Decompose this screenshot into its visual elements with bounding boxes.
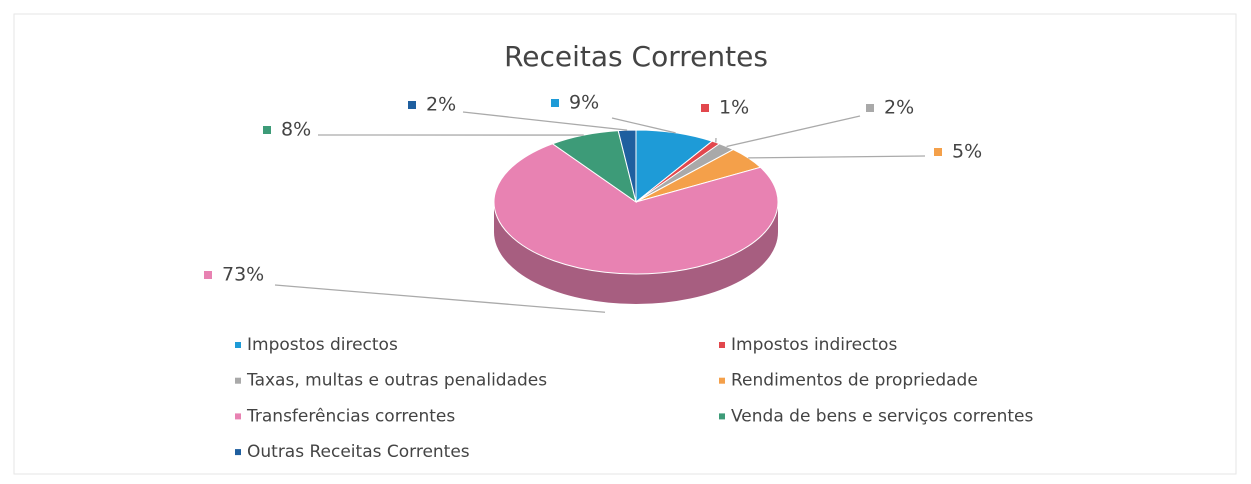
data-label: 8% [281, 119, 311, 141]
leader-line [726, 115, 861, 148]
legend-marker [719, 377, 725, 384]
legend-label: Impostos directos [247, 335, 398, 355]
legend-marker [235, 413, 241, 420]
slice [617, 129, 637, 203]
data-label: 2% [884, 97, 914, 119]
leader-line [748, 155, 926, 159]
data-label: 2% [426, 94, 456, 116]
legend-label: Venda de bens e serviços correntes [731, 406, 1033, 426]
legend-marker [235, 342, 241, 348]
slice-side [494, 202, 778, 304]
label-marker [866, 104, 874, 112]
legend-label: Rendimentos de propriedade [731, 371, 978, 391]
label-marker [408, 101, 416, 109]
legend-marker [719, 413, 725, 420]
legend-label: Outras Receitas Correntes [247, 442, 470, 462]
legend-marker [235, 377, 241, 384]
label-marker [551, 99, 559, 107]
leader-line [611, 117, 676, 134]
label-marker [204, 271, 212, 279]
label-marker [701, 104, 709, 112]
data-label: 5% [952, 141, 982, 163]
data-label: 73% [222, 264, 264, 286]
legend-marker [719, 342, 725, 348]
data-label: 9% [569, 92, 599, 114]
legend-marker [235, 449, 241, 456]
legend-label: Impostos indirectos [731, 335, 897, 355]
chart-title: Receitas Correntes [504, 40, 768, 73]
legend-label: Taxas, multas e outras penalidades [246, 371, 547, 391]
leader-line [274, 284, 606, 313]
legend-label: Transferências correntes [246, 406, 455, 426]
slice [493, 143, 779, 275]
data-label: 1% [719, 97, 749, 119]
label-marker [263, 126, 271, 134]
leader-line [462, 111, 628, 131]
label-marker [934, 148, 942, 156]
